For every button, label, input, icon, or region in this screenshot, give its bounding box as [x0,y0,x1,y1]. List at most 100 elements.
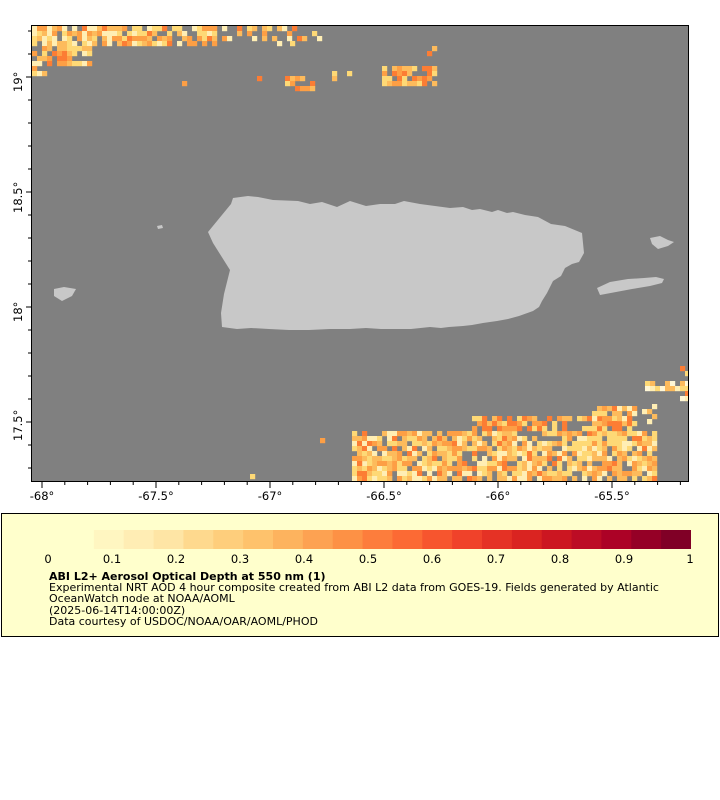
aod-cell [42,41,48,47]
aod-cell [582,446,588,452]
aod-cell [457,456,463,462]
aod-cell [182,36,188,42]
aod-cell [622,416,628,422]
aod-cell [107,26,113,32]
colorbar-segment [273,530,304,549]
aod-cell [372,471,378,477]
aod-cell [587,431,593,437]
aod-cell [512,456,518,462]
aod-cell [427,441,433,447]
colorbar-tick-label: 0.5 [358,552,378,566]
aod-cell [597,451,603,457]
aod-cell [457,441,463,447]
aod-cell [107,36,113,42]
aod-cell [47,26,53,32]
aod-cell [442,446,448,452]
aod-cell [607,441,613,447]
aod-cell [392,71,398,77]
aod-cell [352,466,358,472]
culebra-island [650,236,674,249]
aod-cell [602,431,608,437]
aod-cell [387,81,393,87]
aod-cell [332,71,338,77]
aod-cell [452,466,458,472]
aod-cell [632,436,638,442]
x-tick-label: -66° [485,489,511,503]
aod-cell [622,456,628,462]
aod-cell [417,461,423,467]
aod-cell [402,471,408,477]
colorbar-segment [482,530,513,549]
aod-cell [295,86,301,92]
aod-cell [582,466,588,472]
x-tick-label: -67° [257,489,283,503]
aod-cell [637,441,643,447]
aod-cell [310,86,316,92]
aod-cell [622,431,628,437]
aod-cell [487,451,493,457]
aod-cell [402,431,408,437]
aod-cell [660,386,666,392]
aod-cell [517,466,523,472]
y-tick-label: 17.5° [11,409,25,441]
y-tick-label: 18.5° [11,181,25,213]
aod-cell [152,31,158,37]
aod-cell [557,431,563,437]
aod-cell [407,71,413,77]
aod-cell [537,471,543,477]
aod-cell [562,446,568,452]
aod-cell [122,36,128,42]
aod-cell [87,41,93,47]
aod-cell [392,436,398,442]
aod-cell [432,436,438,442]
aod-cell [202,36,208,42]
aod-cell [377,476,383,481]
aod-cell [472,446,478,452]
aod-cell [627,461,633,467]
aod-cell [512,471,518,477]
aod-cell [577,461,583,467]
aod-cell [452,476,458,481]
aod-cell [252,26,258,32]
legend-description-line: OceanWatch node at NOAA/AOML [49,592,235,606]
aod-cell [142,41,148,47]
aod-cell [632,406,638,412]
aod-cell [497,446,503,452]
aod-cell [377,436,383,442]
aod-cell [62,31,68,37]
aod-cell [422,446,428,452]
aod-cell [527,451,533,457]
aod-cell [502,476,508,481]
aod-cell [502,441,508,447]
map-plot-area[interactable] [31,25,689,482]
aod-cell [552,421,558,427]
aod-cell [437,471,443,477]
aod-cell [622,441,628,447]
aod-cell [37,36,43,42]
aod-cell [652,466,658,472]
aod-cell [507,476,513,481]
aod-cell [82,26,88,32]
aod-cell [447,466,453,472]
aod-cell [632,451,638,457]
aod-cell [517,446,523,452]
aod-cell [437,461,443,467]
desecheo-island [157,225,163,229]
aod-cell [467,466,473,472]
aod-cell [637,461,643,467]
aod-cell [562,441,568,447]
aod-cell [382,461,388,467]
aod-cell [627,431,633,437]
aod-cell [612,461,618,467]
aod-cell [320,438,326,444]
aod-cell [42,51,48,57]
aod-cell [147,36,153,42]
aod-cell [262,31,268,37]
aod-map [32,26,688,481]
aod-cell [387,441,393,447]
aod-cell [112,36,118,42]
aod-cell [617,456,623,462]
colorbar-segment [123,530,155,549]
aod-cell [452,436,458,442]
aod-cell [357,441,363,447]
